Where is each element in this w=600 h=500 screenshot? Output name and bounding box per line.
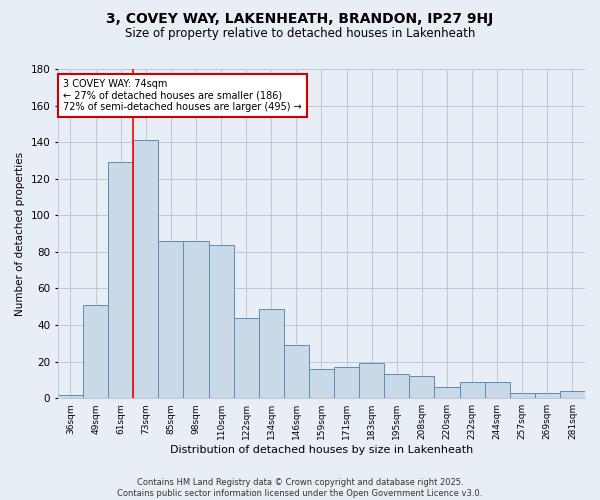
Bar — [510, 392, 535, 398]
Bar — [108, 162, 133, 398]
Bar — [209, 244, 233, 398]
Bar — [535, 392, 560, 398]
Text: 3, COVEY WAY, LAKENHEATH, BRANDON, IP27 9HJ: 3, COVEY WAY, LAKENHEATH, BRANDON, IP27 … — [106, 12, 494, 26]
X-axis label: Distribution of detached houses by size in Lakenheath: Distribution of detached houses by size … — [170, 445, 473, 455]
Text: 3 COVEY WAY: 74sqm
← 27% of detached houses are smaller (186)
72% of semi-detach: 3 COVEY WAY: 74sqm ← 27% of detached hou… — [63, 79, 302, 112]
Bar — [359, 364, 384, 398]
Bar — [434, 387, 460, 398]
Bar — [259, 308, 284, 398]
Bar — [83, 305, 108, 398]
Bar — [560, 391, 585, 398]
Bar — [334, 367, 359, 398]
Text: Contains HM Land Registry data © Crown copyright and database right 2025.
Contai: Contains HM Land Registry data © Crown c… — [118, 478, 482, 498]
Bar — [158, 241, 184, 398]
Bar — [58, 394, 83, 398]
Bar — [460, 382, 485, 398]
Bar — [233, 318, 259, 398]
Bar — [409, 376, 434, 398]
Text: Size of property relative to detached houses in Lakenheath: Size of property relative to detached ho… — [125, 28, 475, 40]
Bar — [133, 140, 158, 398]
Bar — [184, 241, 209, 398]
Y-axis label: Number of detached properties: Number of detached properties — [15, 152, 25, 316]
Bar — [309, 369, 334, 398]
Bar — [384, 374, 409, 398]
Bar — [284, 345, 309, 398]
Bar — [485, 382, 510, 398]
